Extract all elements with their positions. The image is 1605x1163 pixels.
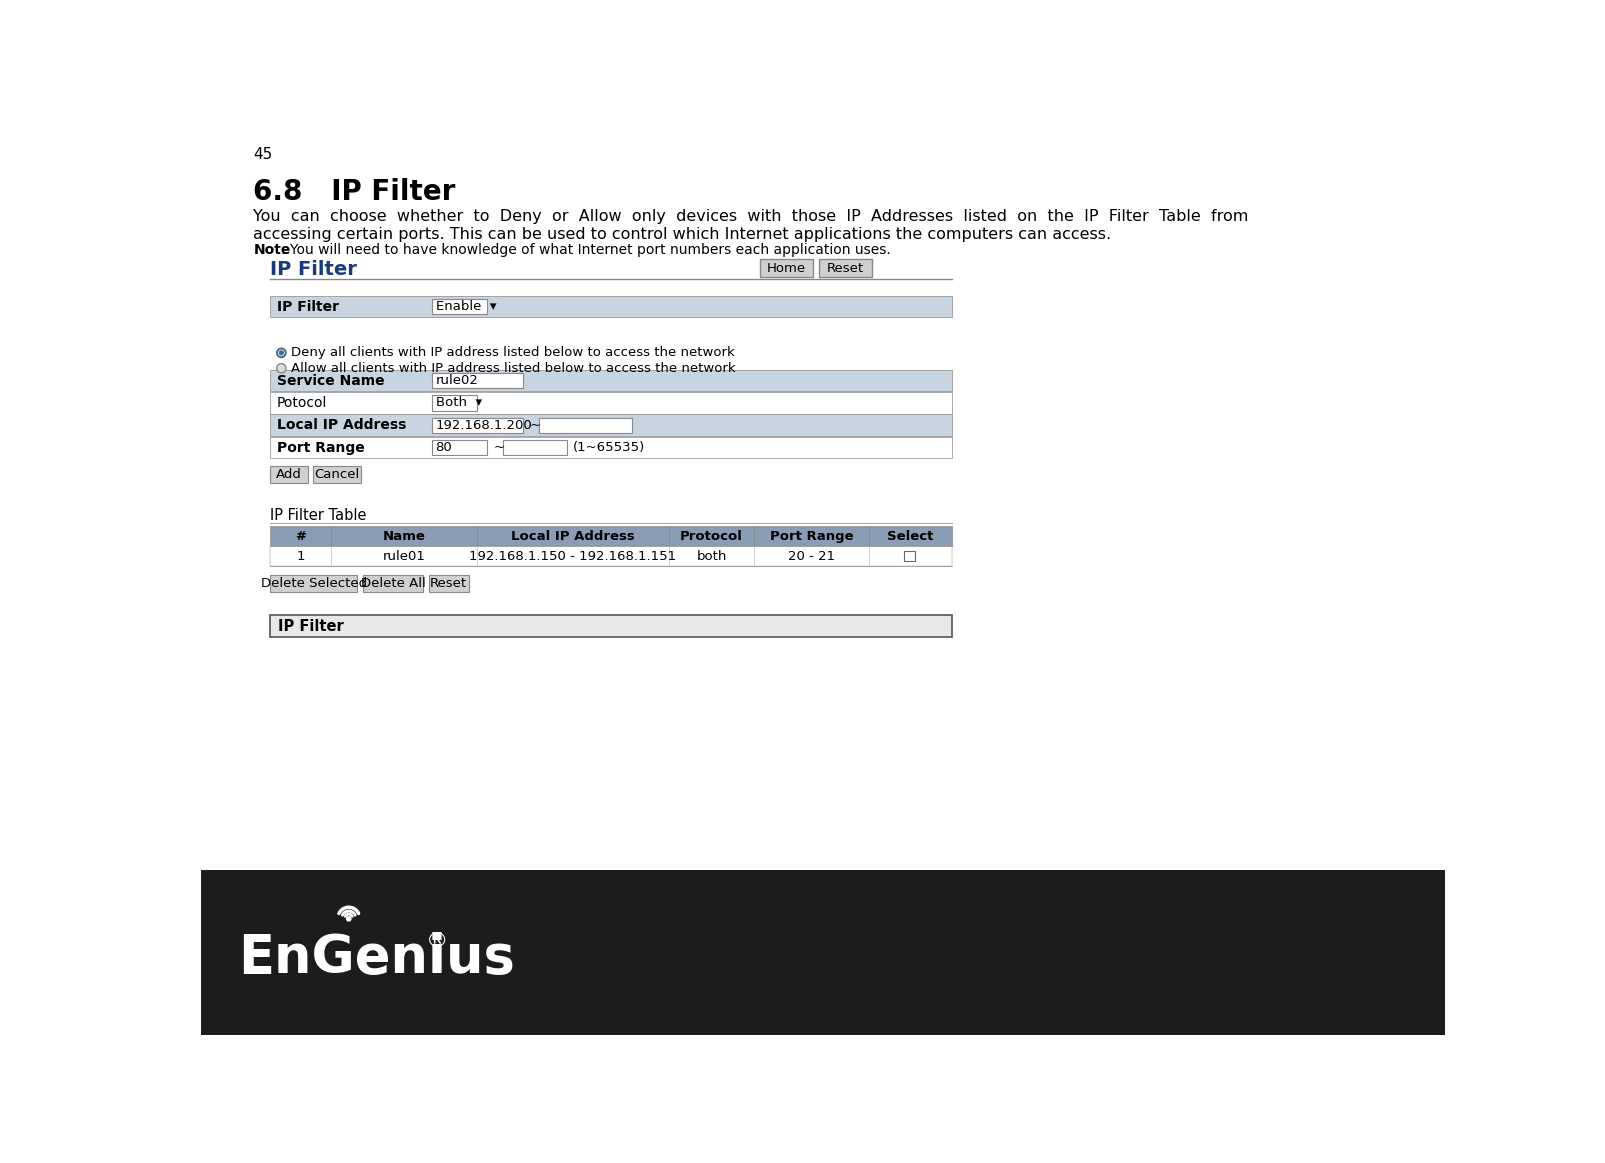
Text: EnGenius: EnGenius [238, 932, 515, 984]
Text: Home: Home [767, 262, 806, 274]
Circle shape [279, 351, 282, 355]
Text: Local IP Address: Local IP Address [510, 529, 634, 543]
Bar [270, 466, 308, 483]
Text: You  can  choose  whether  to  Deny  or  Allow  only  devices  with  those  IP  : You can choose whether to Deny or Allow … [254, 209, 1249, 224]
Text: (1~65535): (1~65535) [573, 441, 645, 454]
Bar [270, 370, 952, 392]
Text: rule01: rule01 [382, 550, 425, 563]
Text: Enable  ▾: Enable ▾ [435, 300, 496, 313]
Bar [432, 440, 488, 455]
Bar [270, 392, 952, 414]
Bar [819, 259, 872, 278]
Text: Name: Name [382, 529, 425, 543]
Text: 45: 45 [254, 148, 273, 163]
Bar [201, 870, 1444, 1035]
Circle shape [347, 916, 351, 921]
Text: Reset: Reset [430, 577, 467, 591]
Text: #: # [295, 529, 307, 543]
Text: 20 - 21: 20 - 21 [788, 550, 835, 563]
Text: IP Filter: IP Filter [270, 261, 358, 279]
Text: IP Filter Table: IP Filter Table [270, 508, 368, 523]
Bar [270, 295, 952, 317]
Bar [432, 395, 477, 411]
Bar [313, 466, 361, 483]
Text: 192.168.1.200: 192.168.1.200 [435, 419, 531, 431]
Text: Add: Add [276, 468, 302, 481]
Text: Delete Selected: Delete Selected [260, 577, 366, 591]
Bar [270, 526, 952, 547]
Text: Deny all clients with IP address listed below to access the network: Deny all clients with IP address listed … [291, 347, 733, 359]
Text: Select: Select [888, 529, 933, 543]
Text: rule02: rule02 [435, 374, 478, 387]
Text: Cancel: Cancel [315, 468, 360, 481]
Text: Port Range: Port Range [276, 441, 364, 455]
Text: Protocol: Protocol [679, 529, 743, 543]
Text: ~: ~ [530, 419, 541, 431]
Text: Port Range: Port Range [769, 529, 852, 543]
Text: Potocol: Potocol [276, 395, 327, 409]
Text: Both  ▾: Both ▾ [435, 397, 482, 409]
Text: Allow all clients with IP address listed below to access the network: Allow all clients with IP address listed… [291, 362, 735, 374]
Text: Delete All: Delete All [361, 577, 425, 591]
Text: accessing certain ports. This can be used to control which Internet applications: accessing certain ports. This can be use… [254, 227, 1111, 242]
Text: ~: ~ [493, 441, 504, 454]
Circle shape [276, 348, 286, 357]
Text: Service Name: Service Name [276, 373, 384, 387]
Text: Local IP Address: Local IP Address [276, 419, 406, 433]
Text: Note: Note [254, 243, 291, 257]
Bar [429, 576, 469, 592]
Bar [270, 576, 356, 592]
Text: Reset: Reset [827, 262, 863, 274]
Bar [904, 551, 913, 561]
Bar [270, 615, 952, 637]
Circle shape [276, 364, 286, 373]
Bar [502, 440, 567, 455]
Text: 192.168.1.150 - 192.168.1.151: 192.168.1.150 - 192.168.1.151 [469, 550, 676, 563]
Bar [270, 547, 952, 566]
Text: both: both [697, 550, 725, 563]
Text: IP Filter: IP Filter [278, 619, 343, 634]
Bar [363, 576, 422, 592]
Text: 80: 80 [435, 441, 453, 454]
Bar [432, 418, 523, 433]
Bar [432, 373, 523, 388]
Bar [432, 299, 488, 314]
Circle shape [278, 350, 284, 356]
Text: 6.8   IP Filter: 6.8 IP Filter [254, 178, 456, 206]
Bar [759, 259, 812, 278]
Text: IP Filter: IP Filter [276, 300, 339, 314]
Text: : You will need to have knowledge of what Internet port numbers each application: : You will need to have knowledge of wha… [281, 243, 891, 257]
Bar [270, 414, 952, 436]
Bar [538, 418, 631, 433]
Bar [270, 437, 952, 458]
Text: 1: 1 [297, 550, 305, 563]
Text: ®: ® [425, 932, 448, 951]
